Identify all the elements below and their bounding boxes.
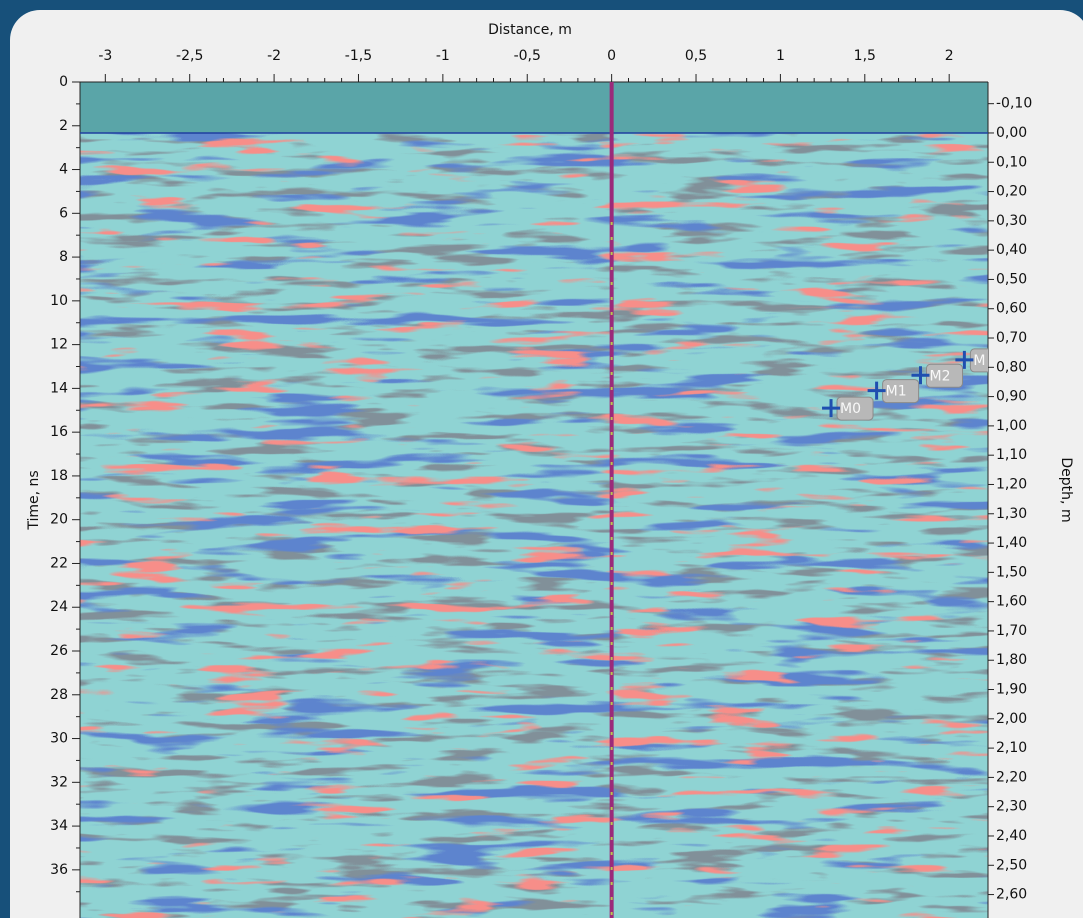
x-tick-label: 0,5 <box>685 48 707 64</box>
y2-tick-label: 2,30 <box>996 799 1027 815</box>
air-zone <box>80 82 988 133</box>
y2-tick-label: 1,30 <box>996 506 1027 522</box>
y2-tick-label: 2,50 <box>996 857 1027 873</box>
x-tick-label: 2 <box>945 48 954 64</box>
marker-label: M <box>973 353 985 369</box>
marker-label: M1 <box>886 384 907 400</box>
y2-tick-label: 1,70 <box>996 623 1027 639</box>
y-tick-label: 8 <box>59 249 68 265</box>
x-tick-label: 0 <box>607 48 616 64</box>
y-axis-title: Time, ns <box>26 470 42 530</box>
marker-label: M2 <box>929 368 950 384</box>
x-tick-label: -2,5 <box>176 48 203 64</box>
y2-tick-label: 1,40 <box>996 535 1027 551</box>
y2-axis-title: Depth, m <box>1058 457 1074 522</box>
y-tick-label: 34 <box>50 818 68 834</box>
x-tick-label: -3 <box>98 48 112 64</box>
y2-tick-label: 1,00 <box>996 418 1027 434</box>
y-tick-label: 12 <box>50 337 68 353</box>
x-tick-label: 1 <box>776 48 785 64</box>
y-tick-label: 30 <box>50 731 68 747</box>
y2-tick-label: 2,20 <box>996 769 1027 785</box>
y-tick-label: 28 <box>50 687 68 703</box>
y2-tick-label: 1,60 <box>996 594 1027 610</box>
y2-tick-label: 1,80 <box>996 652 1027 668</box>
y2-tick-label: 0,20 <box>996 184 1027 200</box>
y-tick-label: 24 <box>50 599 68 615</box>
y2-tick-label: -0,10 <box>996 96 1032 112</box>
y-tick-label: 2 <box>59 118 68 134</box>
x-tick-label: -1 <box>436 48 450 64</box>
x-tick-label: -0,5 <box>514 48 541 64</box>
y2-tick-label: 1,20 <box>996 476 1027 492</box>
y2-tick-label: 0,00 <box>996 125 1027 141</box>
y2-tick-label: 1,90 <box>996 682 1027 698</box>
marker <box>911 366 930 385</box>
x-tick-label: -2 <box>267 48 281 64</box>
y-tick-label: 22 <box>50 555 68 571</box>
marker <box>822 399 841 418</box>
y2-tick-label: 2,60 <box>996 887 1027 903</box>
y-tick-label: 6 <box>59 205 68 221</box>
axes: -3 -2,5 -2 -1,5 -1 -0,5 0 0,5 1 1,5 20246810121416… <box>50 48 1032 918</box>
y-tick-label: 14 <box>50 380 68 396</box>
y2-tick-label: 2,40 <box>996 828 1027 844</box>
y2-tick-label: 0,90 <box>996 389 1027 405</box>
markers: M0 M1 M2 M <box>822 348 988 421</box>
y-tick-label: 18 <box>50 468 68 484</box>
y-tick-label: 26 <box>50 643 68 659</box>
radargram-image <box>80 82 988 918</box>
y2-tick-label: 0,10 <box>996 154 1027 170</box>
marker <box>955 350 974 369</box>
y-tick-label: 20 <box>50 512 68 528</box>
y2-tick-label: 0,40 <box>996 242 1027 258</box>
y2-tick-label: 1,10 <box>996 447 1027 463</box>
y2-tick-label: 0,70 <box>996 330 1027 346</box>
y-tick-label: 36 <box>50 862 68 878</box>
y2-tick-label: 0,80 <box>996 359 1027 375</box>
y2-tick-label: 0,50 <box>996 271 1027 287</box>
y2-tick-label: 0,30 <box>996 213 1027 229</box>
y-tick-label: 10 <box>50 293 68 309</box>
y2-tick-label: 2,00 <box>996 711 1027 727</box>
texture <box>80 82 988 918</box>
y2-tick-label: 0,60 <box>996 301 1027 317</box>
x-tick-label: 1,5 <box>854 48 876 64</box>
y-tick-label: 0 <box>59 74 68 90</box>
x-axis-title: Distance, m <box>488 22 572 38</box>
marker <box>867 381 886 400</box>
marker-label: M0 <box>840 401 861 417</box>
y2-tick-label: 1,50 <box>996 564 1027 580</box>
x-tick-label: -1,5 <box>345 48 372 64</box>
y2-tick-label: 2,10 <box>996 740 1027 756</box>
y-tick-label: 32 <box>50 774 68 790</box>
y-tick-label: 4 <box>59 162 68 178</box>
y-tick-label: 16 <box>50 424 68 440</box>
